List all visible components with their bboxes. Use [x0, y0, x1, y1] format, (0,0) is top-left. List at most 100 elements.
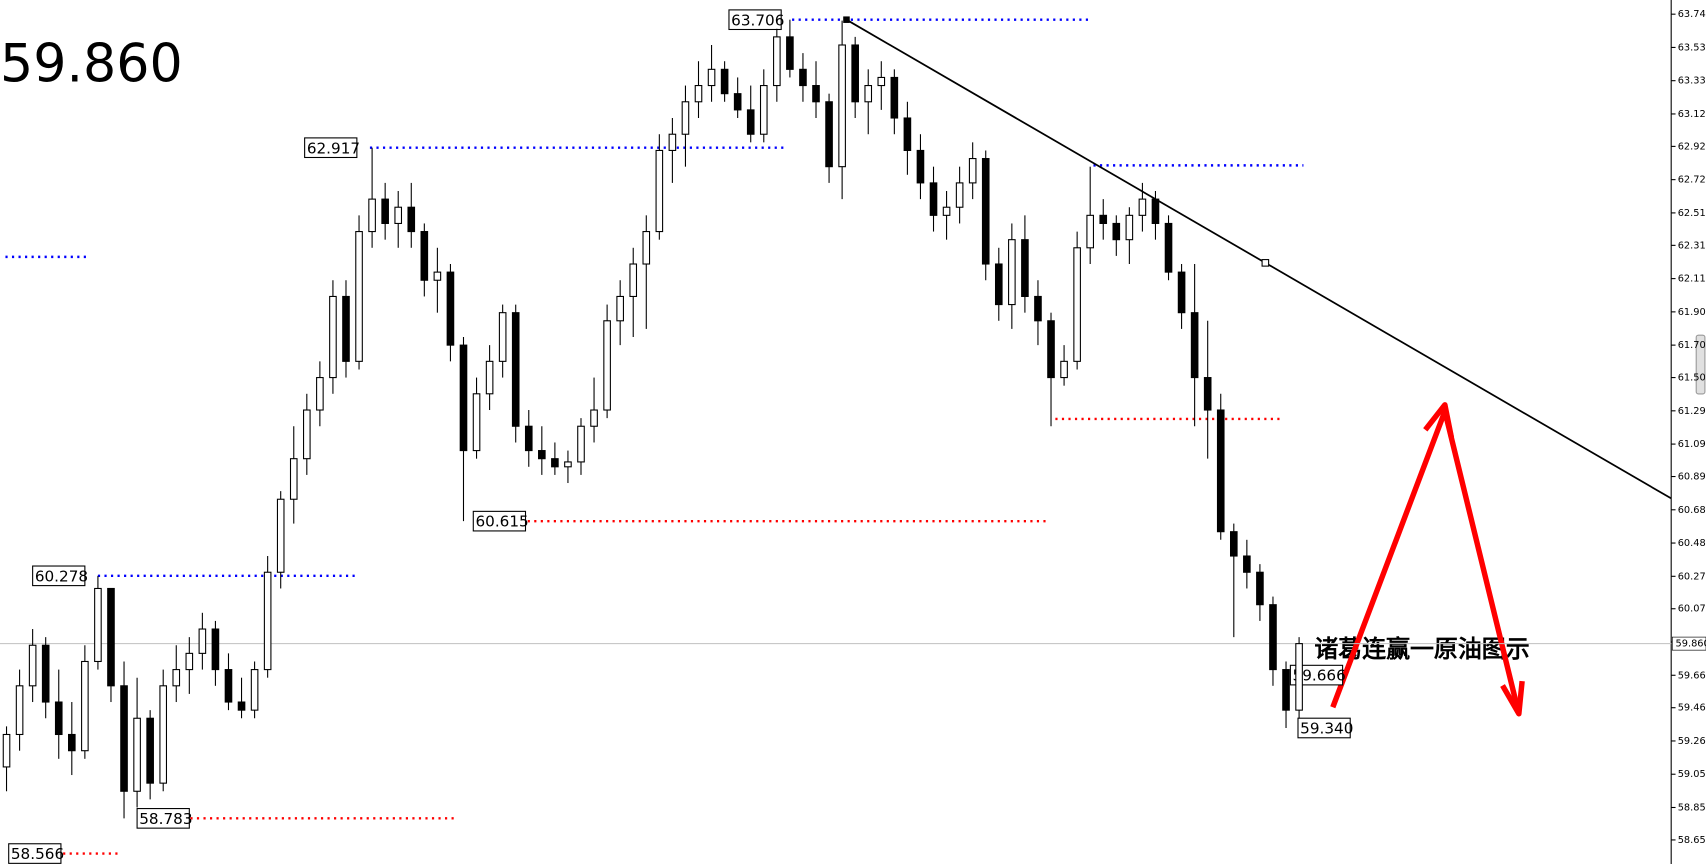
- level-label-box: [8, 843, 62, 864]
- candle-body: [1151, 198, 1160, 224]
- candle-body: [616, 295, 624, 322]
- candle-body: [1073, 247, 1081, 362]
- candle-body: [511, 312, 520, 427]
- candle-body: [1256, 571, 1264, 606]
- candle-body: [864, 85, 873, 103]
- y-tick-label: 61.295: [1678, 406, 1706, 417]
- candle-body: [407, 206, 416, 233]
- y-tick-label: 63.125: [1678, 109, 1706, 120]
- level-label-box: [728, 9, 782, 31]
- candle-body: [342, 295, 350, 362]
- candle-body: [1203, 377, 1212, 411]
- candle-body: [1060, 360, 1068, 379]
- candle-body: [681, 101, 690, 135]
- trend-line: [846, 18, 1672, 500]
- trend-anchor: [843, 16, 850, 23]
- candle-body: [720, 68, 729, 95]
- candle-body: [1138, 198, 1147, 216]
- candle-body: [994, 263, 1003, 306]
- candle-body: [1282, 669, 1290, 711]
- y-tick-label: 60.075: [1678, 604, 1706, 615]
- y-tick-label: 61.905: [1678, 307, 1706, 318]
- trend-anchor: [1261, 259, 1270, 267]
- y-tick-label: 58.650: [1678, 835, 1706, 846]
- candle-body: [825, 101, 833, 168]
- candle-body: [1125, 214, 1134, 241]
- candle-body: [955, 182, 964, 208]
- candle-body: [1047, 320, 1055, 379]
- level-label: 59.666: [1293, 667, 1346, 685]
- candle-body: [707, 68, 716, 87]
- candle-body: [485, 360, 494, 395]
- y-tick-label: 59.465: [1678, 703, 1706, 714]
- candle-body: [107, 587, 115, 687]
- y-tick-label: 63.535: [1678, 42, 1706, 53]
- candle-body: [368, 198, 376, 233]
- arrow-head: [1500, 680, 1525, 717]
- level-label: 63.706: [731, 11, 784, 29]
- candle-body: [603, 320, 611, 411]
- candle-body: [172, 669, 181, 687]
- candle-body: [237, 701, 246, 711]
- candle-body: [655, 149, 664, 233]
- candle-body: [146, 717, 154, 784]
- candle-body: [733, 93, 742, 111]
- candle-body: [812, 85, 820, 103]
- candle-body: [94, 587, 102, 663]
- level-label: 60.278: [35, 567, 88, 585]
- level-label-box: [32, 565, 86, 587]
- y-tick-label: 62.110: [1678, 274, 1706, 285]
- candle-body: [890, 76, 899, 119]
- candle-body: [1216, 409, 1225, 533]
- y-tick-label: 59.665: [1678, 670, 1706, 681]
- y-tick-label: 63.740: [1678, 9, 1706, 20]
- candle-body: [2, 733, 11, 768]
- level-label: 58.566: [11, 845, 64, 863]
- candle-body: [642, 231, 651, 265]
- y-tick-label: 62.925: [1678, 141, 1706, 152]
- candle-body: [1099, 214, 1108, 224]
- candle-body: [1177, 271, 1186, 314]
- candle-body: [276, 498, 285, 573]
- candle-body: [786, 36, 794, 70]
- candle-body: [981, 158, 990, 265]
- candle-body: [329, 295, 337, 379]
- candle-body: [1021, 239, 1029, 297]
- level-label: 62.917: [307, 139, 360, 157]
- candle-body: [81, 660, 89, 752]
- candle-body: [1269, 604, 1277, 671]
- candle-body: [838, 44, 846, 168]
- y-tick-label: 59.055: [1678, 769, 1706, 780]
- candle-body: [694, 85, 703, 103]
- y-tick-label: 60.480: [1678, 538, 1706, 549]
- y-tick-label: 62.515: [1678, 208, 1706, 219]
- candle-body: [224, 669, 233, 703]
- level-label-box: [136, 808, 190, 829]
- y-tick-label: 63.330: [1678, 76, 1706, 87]
- candle-body: [211, 628, 220, 671]
- candle-body: [1008, 239, 1016, 306]
- candle-body: [1034, 295, 1042, 322]
- candle-body: [420, 231, 429, 281]
- annotation: 诸葛连赢一原油图示: [1314, 635, 1529, 663]
- level-label-box: [304, 137, 358, 159]
- candle-body: [851, 44, 859, 103]
- candle-body: [773, 36, 781, 87]
- candle-body: [198, 628, 207, 654]
- candle-body: [289, 458, 298, 500]
- candle-body: [15, 685, 24, 736]
- candle-body: [133, 717, 141, 792]
- candle-body: [303, 409, 311, 460]
- y-tick-label: 61.090: [1678, 439, 1706, 450]
- level-label: 58.783: [139, 810, 192, 828]
- candle-body: [759, 85, 768, 135]
- candle-body: [54, 701, 63, 736]
- arrow-head: [1423, 402, 1455, 438]
- candle-body: [538, 450, 546, 460]
- candle-body: [459, 344, 468, 452]
- candle-body: [263, 571, 272, 671]
- current-price-box: [1671, 636, 1706, 651]
- candle-body: [746, 109, 755, 135]
